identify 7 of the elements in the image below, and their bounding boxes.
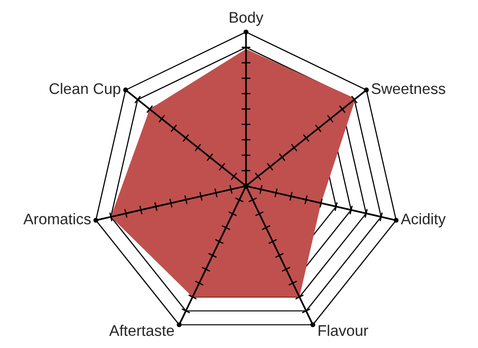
spoke-label: Flavour <box>318 324 368 336</box>
spoke-label: Aftertaste <box>109 324 174 336</box>
spoke-label: Body <box>230 12 264 26</box>
spoke-label: Acidity <box>400 213 446 228</box>
spoke-label: Clean Cup <box>50 82 120 98</box>
spoke-label: Sweetness <box>372 83 446 94</box>
spoke-label: Aromatics <box>23 213 91 224</box>
